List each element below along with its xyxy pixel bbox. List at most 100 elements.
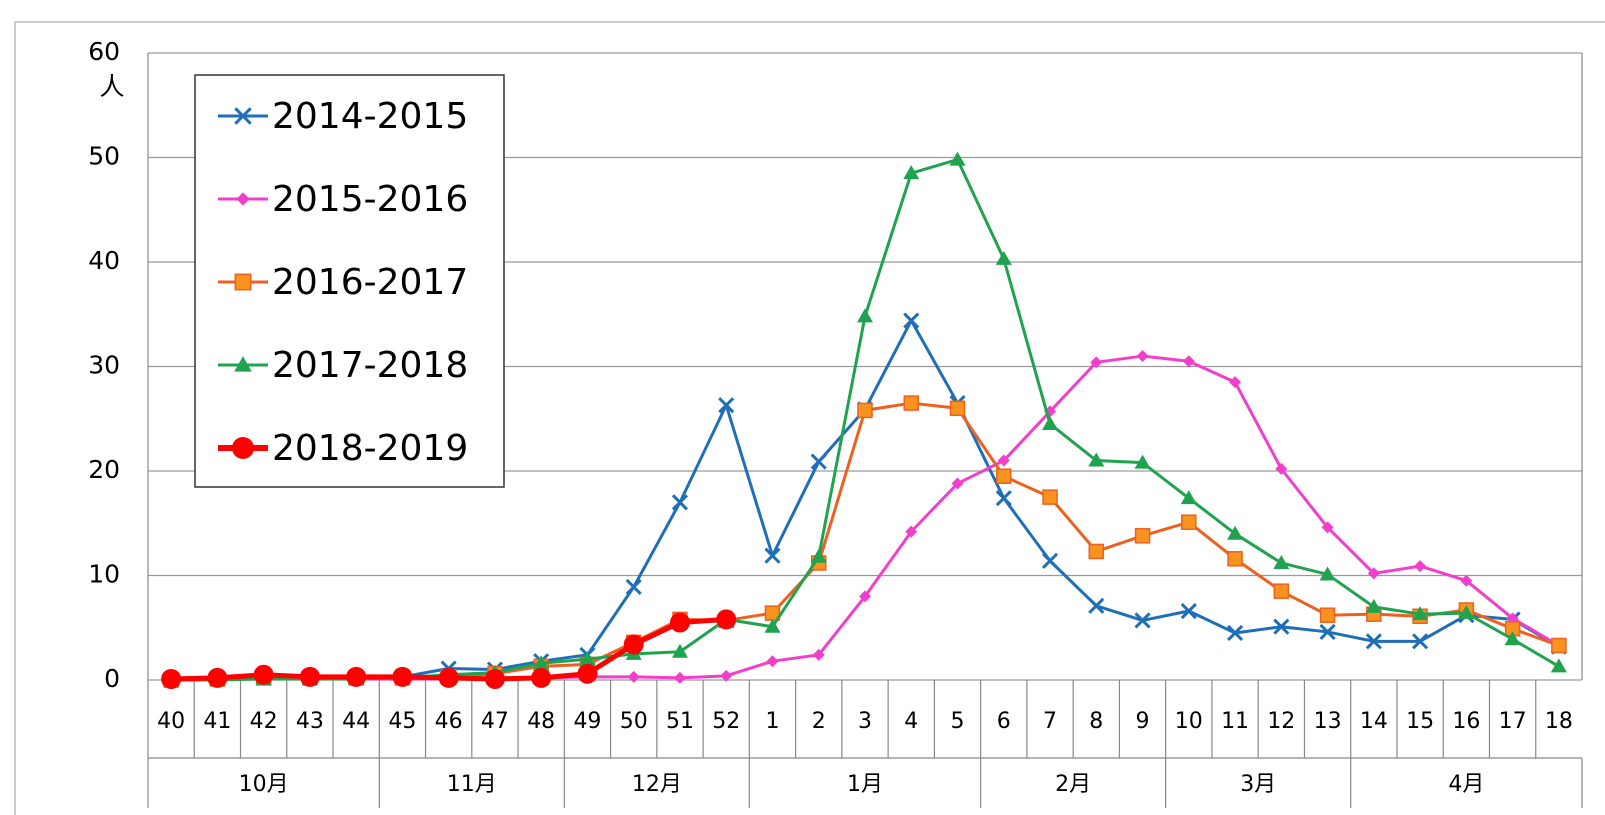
data-point bbox=[903, 165, 920, 180]
data-point bbox=[1042, 415, 1059, 430]
x-tick-label: 17 bbox=[1499, 709, 1527, 734]
month-label: 1月 bbox=[847, 772, 883, 797]
legend-marker bbox=[234, 356, 252, 372]
data-point bbox=[1273, 554, 1290, 569]
data-point bbox=[716, 609, 737, 630]
x-tick-label: 40 bbox=[157, 709, 185, 734]
x-tick-label: 10 bbox=[1175, 709, 1203, 734]
legend-label: 2014-2015 bbox=[272, 96, 468, 137]
data-point bbox=[996, 468, 1012, 484]
x-tick-label: 14 bbox=[1360, 709, 1388, 734]
x-tick-label: 7 bbox=[1043, 709, 1057, 734]
data-point bbox=[671, 494, 689, 511]
data-point bbox=[1458, 605, 1475, 620]
x-tick-label: 42 bbox=[250, 709, 278, 734]
data-point bbox=[1181, 514, 1197, 530]
data-point bbox=[810, 453, 827, 470]
x-tick-label: 41 bbox=[203, 709, 231, 734]
month-label: 2月 bbox=[1055, 772, 1091, 797]
x-tick-label: 11 bbox=[1221, 709, 1249, 734]
data-point bbox=[1134, 528, 1151, 544]
x-tick-label: 45 bbox=[388, 709, 416, 734]
y-tick-label: 0 bbox=[104, 664, 120, 693]
data-point bbox=[484, 668, 505, 689]
data-point bbox=[903, 395, 920, 411]
x-tick-label: 46 bbox=[435, 709, 463, 734]
data-point bbox=[1551, 637, 1567, 654]
x-tick-label: 3 bbox=[858, 709, 872, 734]
data-point bbox=[1414, 560, 1427, 573]
data-point bbox=[1412, 606, 1429, 621]
month-label: 11月 bbox=[447, 772, 497, 797]
data-point bbox=[671, 643, 688, 658]
data-point bbox=[1319, 623, 1336, 640]
y-unit: 人 bbox=[99, 72, 124, 101]
data-point bbox=[1275, 462, 1288, 475]
y-tick-label: 50 bbox=[88, 142, 120, 171]
data-point bbox=[1273, 618, 1290, 635]
legend: 2014-2015 2015-2016 2016-2017 2017-2018 2018… bbox=[194, 74, 505, 488]
month-label: 4月 bbox=[1448, 772, 1484, 797]
x-tick-label: 48 bbox=[527, 709, 555, 734]
data-point bbox=[1136, 350, 1149, 363]
data-point bbox=[207, 667, 228, 688]
data-point bbox=[1090, 356, 1103, 369]
data-point bbox=[161, 668, 182, 689]
data-point bbox=[1367, 567, 1380, 580]
data-point bbox=[1088, 543, 1105, 560]
data-point bbox=[531, 667, 552, 688]
x-tick-label: 49 bbox=[573, 709, 601, 734]
x-tick-label: 43 bbox=[296, 709, 324, 734]
x-tick-label: 13 bbox=[1314, 709, 1342, 734]
data-point bbox=[1088, 597, 1105, 614]
data-point bbox=[1365, 598, 1382, 613]
x-tick-label: 18 bbox=[1545, 709, 1573, 734]
data-point bbox=[718, 397, 735, 414]
legend-label: 2015-2016 bbox=[272, 179, 468, 220]
data-point bbox=[1134, 612, 1151, 629]
data-point bbox=[669, 612, 690, 633]
x-tick-label: 2 bbox=[812, 709, 826, 734]
x-tick-label: 4 bbox=[904, 709, 918, 734]
data-point bbox=[1321, 521, 1334, 534]
data-point bbox=[949, 151, 966, 166]
data-point bbox=[997, 454, 1010, 467]
data-point bbox=[766, 655, 779, 668]
legend-marker bbox=[236, 192, 250, 206]
y-tick-label: 30 bbox=[88, 351, 120, 380]
data-point bbox=[579, 651, 596, 666]
data-point bbox=[1180, 602, 1197, 620]
data-point bbox=[764, 547, 781, 564]
month-label: 12月 bbox=[632, 772, 682, 797]
legend-label: 2016-2017 bbox=[272, 262, 468, 303]
data-point bbox=[1229, 376, 1242, 389]
data-point bbox=[1134, 454, 1151, 469]
x-tick-label: 52 bbox=[712, 709, 740, 734]
chart-border bbox=[14, 21, 1605, 815]
data-point bbox=[253, 664, 274, 685]
x-tick-label: 12 bbox=[1267, 709, 1295, 734]
data-point bbox=[812, 648, 825, 661]
data-point bbox=[1182, 355, 1195, 368]
data-point bbox=[903, 312, 920, 329]
x-tick-label: 50 bbox=[620, 709, 648, 734]
x-tick-label: 16 bbox=[1452, 709, 1480, 734]
data-point bbox=[1226, 624, 1244, 642]
data-point bbox=[673, 671, 686, 684]
x-tick-label: 5 bbox=[951, 709, 965, 734]
data-point bbox=[1319, 607, 1336, 623]
data-point bbox=[623, 634, 644, 655]
legend-marker bbox=[234, 273, 252, 291]
data-point bbox=[859, 590, 871, 603]
legend-marker bbox=[234, 107, 252, 125]
data-point bbox=[625, 578, 642, 596]
data-point bbox=[438, 667, 459, 688]
data-point bbox=[857, 308, 873, 323]
data-point bbox=[951, 477, 964, 490]
y-tick-label: 60 bbox=[88, 37, 120, 66]
data-point bbox=[995, 490, 1012, 507]
y-tick-label: 20 bbox=[88, 455, 120, 484]
data-point bbox=[1412, 633, 1429, 650]
x-tick-label: 1 bbox=[765, 709, 779, 734]
